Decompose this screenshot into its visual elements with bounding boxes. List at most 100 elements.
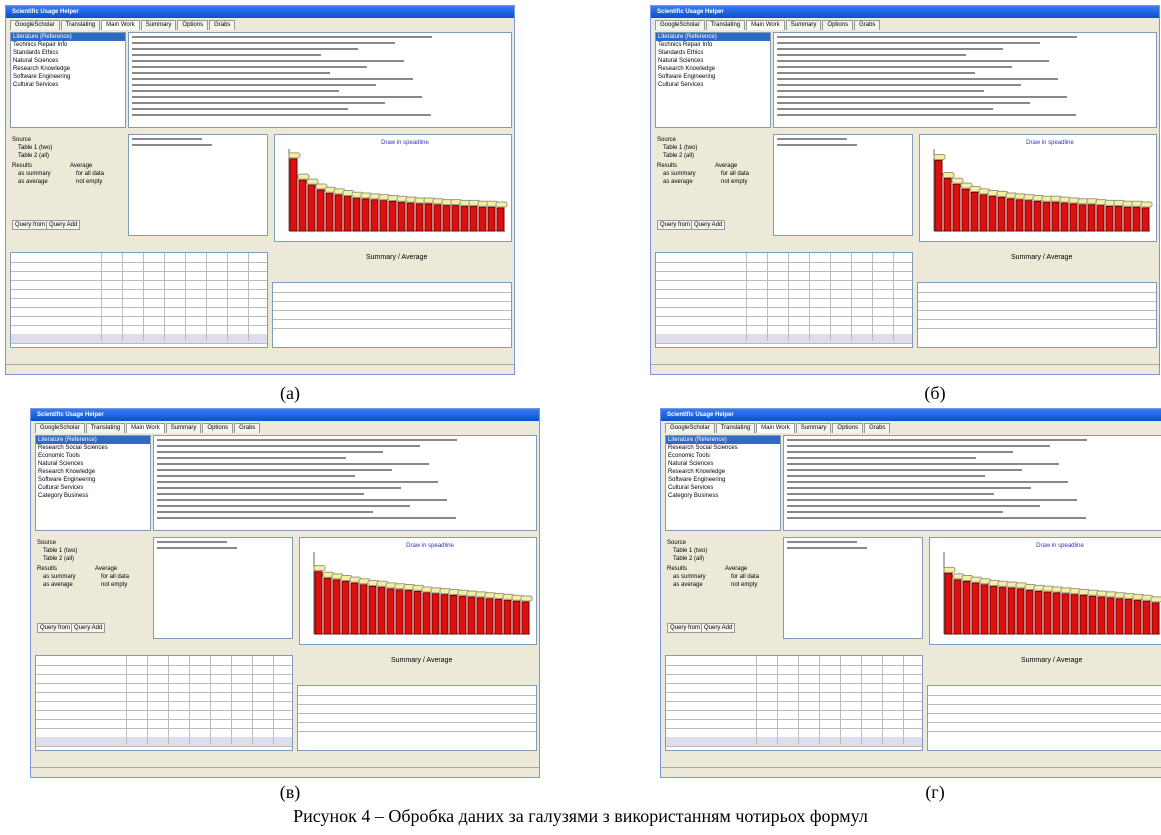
tab[interactable]: GoogleScholar — [655, 20, 705, 30]
control-label[interactable]: for all data — [101, 573, 129, 581]
control-label[interactable]: not empty — [101, 581, 127, 589]
control-label[interactable]: Query from — [667, 623, 703, 633]
control-label[interactable]: for all data — [76, 170, 104, 178]
control-label[interactable]: Query Add — [701, 623, 735, 633]
list-item[interactable]: Research Knowledge — [656, 65, 770, 73]
control-label[interactable]: not empty — [731, 581, 757, 589]
control-label[interactable]: Query from — [12, 220, 48, 230]
bar — [488, 207, 495, 231]
control-label[interactable]: Table 2 (all) — [663, 152, 694, 160]
chart-panel: Draw in speadline — [299, 537, 537, 645]
list-item[interactable]: Cultural Services — [36, 484, 150, 492]
list-item[interactable]: Literature (Reference) — [36, 436, 150, 444]
tab[interactable]: Grabs — [209, 20, 235, 30]
text-line — [132, 78, 413, 80]
tab[interactable]: Summary — [786, 20, 822, 30]
control-label[interactable]: Query Add — [71, 623, 105, 633]
text-line — [777, 144, 857, 146]
control-label[interactable]: Query Add — [46, 220, 80, 230]
control-label[interactable]: as average — [43, 581, 73, 589]
control-label[interactable]: Table 1 (two) — [18, 144, 52, 152]
tab[interactable]: Translating — [86, 423, 125, 433]
tab[interactable]: GoogleScholar — [35, 423, 85, 433]
list-item[interactable]: Software Engineering — [666, 476, 780, 484]
list-item[interactable]: Natural Sciences — [666, 460, 780, 468]
control-label[interactable]: not empty — [721, 178, 747, 186]
list-item[interactable]: Research Knowledge — [36, 468, 150, 476]
list-item[interactable]: Cultural Services — [656, 81, 770, 89]
text-line — [787, 469, 1022, 471]
list-item[interactable]: Software Engineering — [11, 73, 125, 81]
control-label[interactable]: Query from — [37, 623, 73, 633]
list-item[interactable]: Technics Repair Info — [656, 41, 770, 49]
control-label[interactable]: as summary — [673, 573, 706, 581]
list-item[interactable]: Natural Sciences — [656, 57, 770, 65]
list-item[interactable]: Natural Sciences — [11, 57, 125, 65]
tab[interactable]: Summary — [166, 423, 202, 433]
control-label[interactable]: Query from — [657, 220, 693, 230]
control-label[interactable]: for all data — [721, 170, 749, 178]
bar-label-box — [521, 596, 532, 601]
control-label[interactable]: Table 2 (all) — [18, 152, 49, 160]
list-item[interactable]: Category Business — [666, 492, 780, 500]
table-col — [189, 656, 190, 744]
tab[interactable]: Grabs — [854, 20, 880, 30]
tab[interactable]: Translating — [706, 20, 745, 30]
control-label[interactable]: Table 1 (two) — [673, 547, 707, 555]
tab[interactable]: Grabs — [234, 423, 260, 433]
bar — [299, 180, 306, 231]
list-item[interactable]: Research Knowledge — [666, 468, 780, 476]
list-item[interactable]: Literature (Reference) — [666, 436, 780, 444]
table-col — [746, 253, 747, 341]
list-item[interactable]: Category Business — [36, 492, 150, 500]
tab[interactable]: Main Work — [756, 423, 795, 433]
list-item[interactable]: Literature (Reference) — [11, 33, 125, 41]
text-line — [132, 42, 395, 44]
tab[interactable]: GoogleScholar — [10, 20, 60, 30]
control-label[interactable]: Table 1 (two) — [663, 144, 697, 152]
list-item[interactable]: Literature (Reference) — [656, 33, 770, 41]
control-label[interactable]: as average — [673, 581, 703, 589]
tab[interactable]: Grabs — [864, 423, 890, 433]
list-item[interactable]: Standards Ethics — [11, 49, 125, 57]
control-label[interactable]: Table 2 (all) — [673, 555, 704, 563]
panel-label: (а) — [260, 383, 320, 404]
list-item[interactable]: Standards Ethics — [656, 49, 770, 57]
control-label[interactable]: as summary — [18, 170, 51, 178]
tab[interactable]: Summary — [796, 423, 832, 433]
list-item[interactable]: Economic Tools — [666, 452, 780, 460]
control-label[interactable]: as summary — [43, 573, 76, 581]
control-label[interactable]: as average — [18, 178, 48, 186]
tab[interactable]: Options — [822, 20, 853, 30]
list-item[interactable]: Cultural Services — [11, 81, 125, 89]
list-item[interactable]: Research Knowledge — [11, 65, 125, 73]
control-label[interactable]: Query Add — [691, 220, 725, 230]
control-label[interactable]: Table 1 (two) — [43, 547, 77, 555]
list-item[interactable]: Software Engineering — [36, 476, 150, 484]
tab[interactable]: Options — [177, 20, 208, 30]
control-label[interactable]: as summary — [663, 170, 696, 178]
table-col — [861, 656, 862, 744]
list-item[interactable]: Natural Sciences — [36, 460, 150, 468]
list-item[interactable]: Cultural Services — [666, 484, 780, 492]
tab[interactable]: Summary — [141, 20, 177, 30]
control-label: Average — [95, 565, 117, 573]
summary-table — [917, 282, 1157, 348]
list-item[interactable]: Technics Repair Info — [11, 41, 125, 49]
tab[interactable]: Main Work — [746, 20, 785, 30]
control-label[interactable]: Table 2 (all) — [43, 555, 74, 563]
control-label[interactable]: for all data — [731, 573, 759, 581]
tab[interactable]: Translating — [716, 423, 755, 433]
control-label[interactable]: as average — [663, 178, 693, 186]
list-item[interactable]: Economic Tools — [36, 452, 150, 460]
list-item[interactable]: Research Social Sciences — [36, 444, 150, 452]
tab[interactable]: Options — [202, 423, 233, 433]
tab[interactable]: Main Work — [126, 423, 165, 433]
control-label[interactable]: not empty — [76, 178, 102, 186]
tab[interactable]: Main Work — [101, 20, 140, 30]
tab[interactable]: GoogleScholar — [665, 423, 715, 433]
tab[interactable]: Options — [832, 423, 863, 433]
tab[interactable]: Translating — [61, 20, 100, 30]
list-item[interactable]: Research Social Sciences — [666, 444, 780, 452]
list-item[interactable]: Software Engineering — [656, 73, 770, 81]
